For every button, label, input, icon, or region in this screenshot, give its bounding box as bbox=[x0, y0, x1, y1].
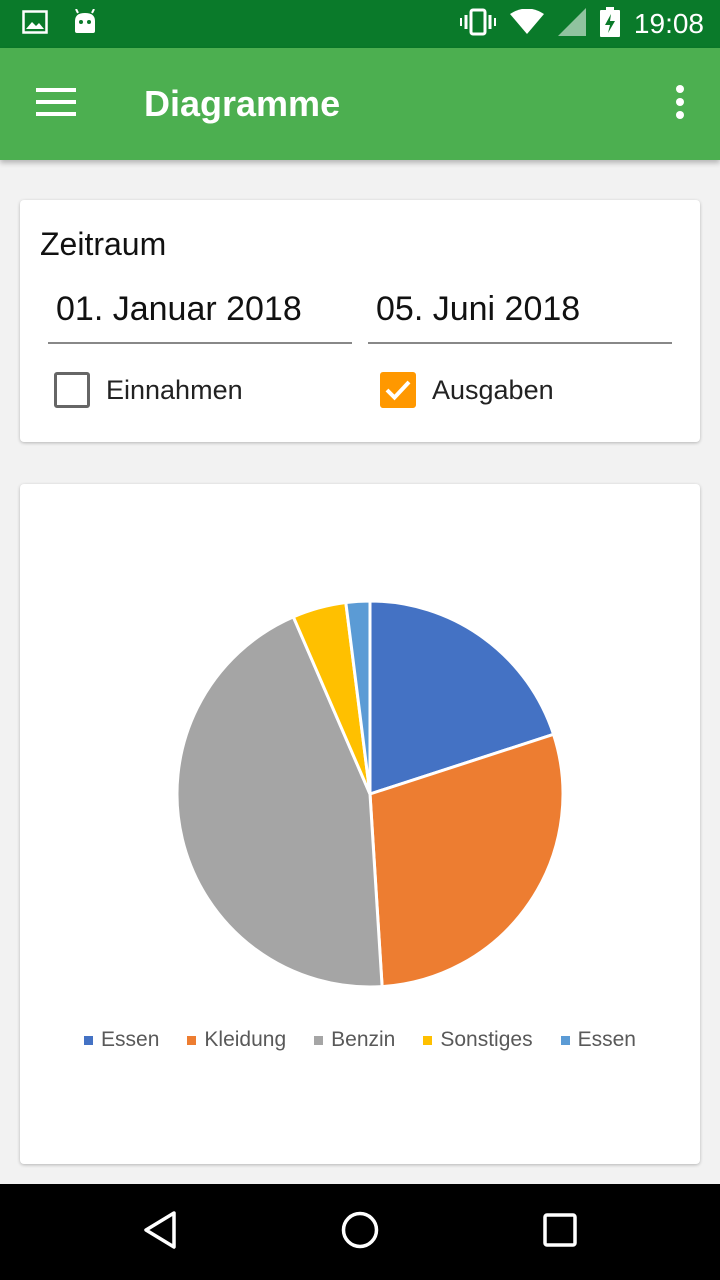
navigation-bar bbox=[0, 1184, 720, 1280]
period-card: Zeitraum 01. Januar 2018 05. Juni 2018 E… bbox=[20, 200, 700, 442]
income-checkbox[interactable] bbox=[54, 372, 90, 408]
pie-slice-2 bbox=[368, 732, 565, 989]
vibrate-icon bbox=[459, 8, 496, 41]
android-icon bbox=[72, 8, 98, 40]
legend-swatch bbox=[314, 1035, 324, 1045]
legend-label: Essen bbox=[101, 1028, 160, 1051]
more-vert-icon bbox=[675, 84, 685, 124]
home-icon bbox=[340, 1210, 380, 1255]
expense-label: Ausgaben bbox=[432, 374, 554, 405]
home-button[interactable] bbox=[312, 1184, 408, 1280]
chart-card: Essen Kleidung Benzin Sonstiges Essen bbox=[20, 484, 700, 1164]
legend-label: Kleidung bbox=[204, 1028, 287, 1051]
legend-item: Essen bbox=[84, 1028, 159, 1052]
legend-swatch bbox=[423, 1035, 433, 1045]
recents-icon bbox=[542, 1212, 578, 1253]
back-icon bbox=[142, 1210, 178, 1255]
status-bar: 19:08 bbox=[0, 0, 720, 48]
wifi-icon bbox=[509, 8, 544, 40]
recents-button[interactable] bbox=[512, 1184, 608, 1280]
legend-swatch bbox=[560, 1035, 570, 1045]
legend-swatch bbox=[187, 1035, 197, 1045]
check-icon bbox=[385, 380, 411, 401]
income-label: Einnahmen bbox=[106, 374, 243, 405]
clock: 19:08 bbox=[633, 8, 704, 39]
period-title: Zeitraum bbox=[40, 226, 167, 262]
page-title: Diagramme bbox=[144, 83, 341, 124]
pie-chart bbox=[175, 599, 565, 989]
legend-label: Essen bbox=[577, 1028, 636, 1051]
back-button[interactable] bbox=[112, 1184, 208, 1280]
legend-item: Kleidung bbox=[187, 1028, 286, 1052]
menu-icon bbox=[36, 87, 76, 121]
pie-slice-1 bbox=[368, 599, 556, 797]
income-checkbox-row[interactable]: Einnahmen bbox=[54, 372, 243, 408]
legend-item: Benzin bbox=[314, 1028, 395, 1052]
chart-legend: Essen Kleidung Benzin Sonstiges Essen bbox=[20, 1028, 700, 1052]
app-bar: Diagramme bbox=[0, 48, 720, 160]
legend-label: Benzin bbox=[331, 1028, 396, 1051]
pie-slice-5 bbox=[344, 599, 372, 795]
battery-charging-icon bbox=[599, 6, 620, 42]
signal-icon bbox=[557, 7, 586, 41]
legend-label: Sonstiges bbox=[440, 1028, 533, 1051]
menu-button[interactable] bbox=[0, 48, 112, 160]
legend-item: Sonstiges bbox=[423, 1028, 533, 1052]
expense-checkbox[interactable] bbox=[380, 372, 416, 408]
legend-swatch bbox=[84, 1035, 94, 1045]
to-date-field[interactable]: 05. Juni 2018 bbox=[368, 290, 672, 344]
legend-item: Essen bbox=[560, 1028, 636, 1052]
overflow-menu-button[interactable] bbox=[640, 48, 720, 160]
image-icon bbox=[22, 9, 48, 39]
expense-checkbox-row[interactable]: Ausgaben bbox=[380, 372, 554, 408]
pie-slice-3 bbox=[175, 614, 384, 989]
from-date-field[interactable]: 01. Januar 2018 bbox=[48, 290, 352, 344]
